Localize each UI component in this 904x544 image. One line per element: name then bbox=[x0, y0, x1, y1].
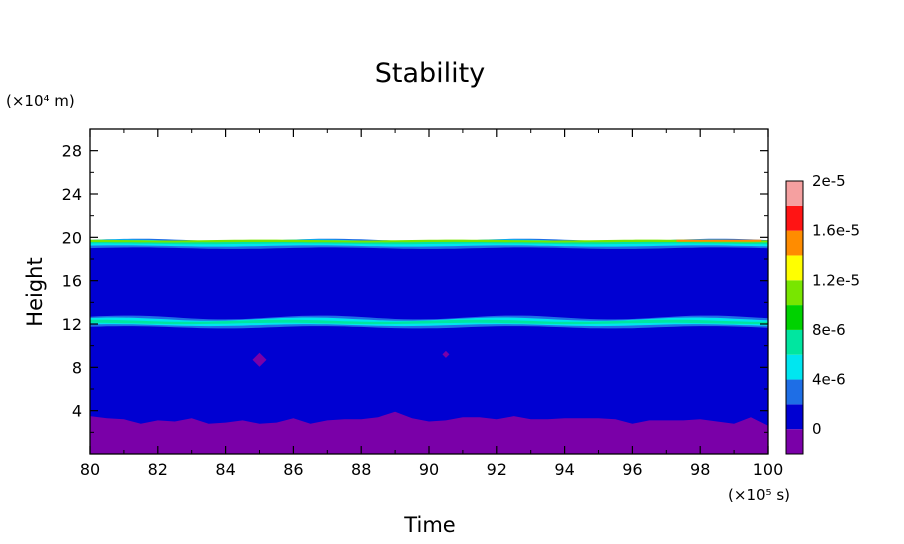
y-axis: 4 8 12 16 20 24 28 bbox=[62, 142, 768, 433]
boundary-layer-region bbox=[90, 411, 768, 454]
colorbar-swatch bbox=[786, 379, 803, 405]
colorbar-swatch bbox=[786, 255, 803, 281]
colorbar-label: 4e-6 bbox=[812, 371, 846, 389]
colorbar-label: 0 bbox=[812, 420, 822, 438]
colorbar-swatch bbox=[786, 429, 803, 454]
y-tick-label: 24 bbox=[62, 185, 82, 204]
y-tick-label: 12 bbox=[62, 315, 82, 334]
colorbar-swatch bbox=[786, 205, 803, 231]
field-region bbox=[90, 240, 768, 454]
colorbar-label: 8e-6 bbox=[812, 321, 846, 339]
x-tick-label: 88 bbox=[351, 460, 371, 479]
colorbar-swatch bbox=[786, 329, 803, 355]
y-tick-label: 20 bbox=[62, 228, 82, 247]
colorbar-swatch bbox=[786, 280, 803, 306]
y-tick-label: 16 bbox=[62, 272, 82, 291]
x-tick-label: 98 bbox=[690, 460, 710, 479]
x-axis-title: Time bbox=[403, 513, 455, 537]
colorbar-swatch bbox=[786, 181, 803, 206]
colorbar-frame bbox=[785, 180, 804, 455]
chart-title: Stability bbox=[375, 58, 486, 89]
plot-area bbox=[89, 128, 769, 455]
colorbar-label: 1.2e-5 bbox=[812, 271, 860, 289]
x-tick-label: 100 bbox=[753, 460, 784, 479]
colorbar-swatch bbox=[786, 354, 803, 380]
colorbar-swatch bbox=[786, 230, 803, 256]
x-tick-label: 90 bbox=[419, 460, 439, 479]
y-unit-label: (×10⁴ m) bbox=[6, 92, 75, 110]
tropopause-band bbox=[676, 239, 762, 242]
x-tick-label: 82 bbox=[148, 460, 168, 479]
x-tick-label: 96 bbox=[622, 460, 642, 479]
x-tick-label: 92 bbox=[487, 460, 507, 479]
colorbar-swatch bbox=[786, 305, 803, 330]
colorbar: 0 4e-6 8e-6 1.2e-5 1.6e-5 2e-5 bbox=[785, 172, 860, 455]
x-tick-label: 80 bbox=[80, 460, 100, 479]
x-tick-label: 84 bbox=[215, 460, 235, 479]
y-tick-label: 4 bbox=[72, 402, 82, 421]
colorbar-swatch bbox=[786, 404, 803, 430]
x-tick-label: 94 bbox=[554, 460, 574, 479]
x-axis: 80 82 84 86 88 90 92 94 96 98 100 bbox=[80, 129, 783, 479]
tropopause-band bbox=[90, 239, 768, 243]
negative-patch bbox=[442, 350, 450, 358]
x-tick-label: 86 bbox=[283, 460, 303, 479]
negative-patch bbox=[252, 352, 267, 367]
mid-level-band bbox=[90, 319, 768, 325]
y-tick-label: 28 bbox=[62, 142, 82, 161]
colorbar-label: 1.6e-5 bbox=[812, 222, 860, 240]
x-unit-label: (×10⁵ s) bbox=[728, 486, 790, 504]
colorbar-label: 2e-5 bbox=[812, 172, 846, 190]
y-axis-title: Height bbox=[23, 257, 47, 326]
y-tick-label: 8 bbox=[72, 358, 82, 377]
